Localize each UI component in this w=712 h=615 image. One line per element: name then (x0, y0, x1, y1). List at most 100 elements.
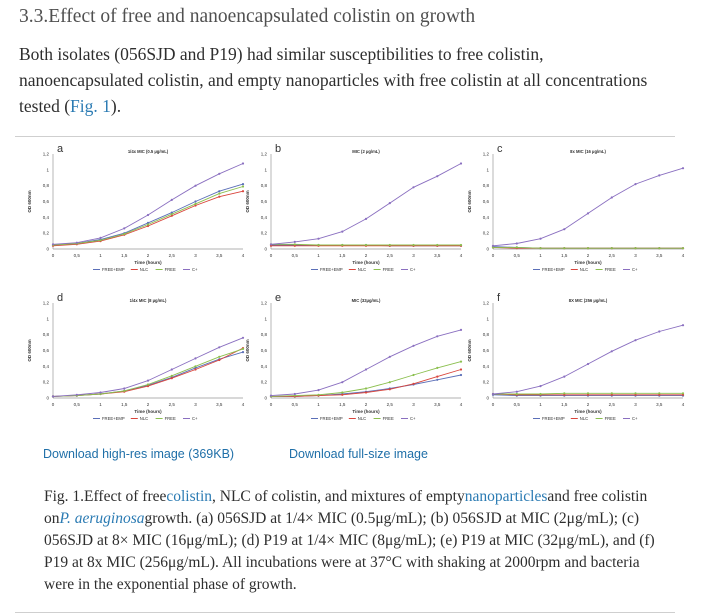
panel-d-series-3-point-7 (218, 346, 221, 349)
panel-a-series-3-point-8 (241, 162, 245, 165)
panel-a-xtick-7: 3,5 (216, 253, 223, 258)
panel-f-legend-3: C+ (632, 416, 638, 421)
intro-text: Both isolates (056SJD and P19) had simil… (19, 44, 648, 116)
download-highres-link[interactable]: Download high-res image (369KB) (43, 447, 235, 461)
panel-b-series-3-point-6 (412, 186, 415, 189)
panel-a-series-3-line (52, 163, 244, 245)
panel-a-series-3-point-0 (51, 243, 55, 246)
panel-c-letter: c (497, 143, 503, 155)
panel-d-ytick-2: 0,4 (43, 364, 50, 369)
figure-1[interactable]: a 1/4x MIC (0.5 µg/mL) 0 0,2 0,4 0,6 0,8 1 1,2 0 0… (15, 138, 690, 438)
panel-d-xtick-0: 0 (52, 402, 55, 407)
panel-e-legend-3: C+ (410, 416, 416, 421)
panel-a-series-3-point-6 (194, 184, 197, 187)
panel-d-letter: d (57, 292, 63, 304)
panel-a-series-1-point-7 (218, 195, 221, 198)
panel-e-series-0-point-7 (436, 378, 439, 381)
panel-f-letter: f (497, 292, 501, 304)
panel-d-xtick-4: 2 (147, 402, 150, 407)
panel-b-series-3-point-7 (436, 175, 439, 178)
panel-c-xtick-4: 2 (587, 253, 590, 258)
panel-e-ytick-0: 0 (264, 396, 267, 401)
panel-b-legend-3: C+ (410, 267, 416, 272)
caption-part-4: growth. (a) 056SJD at 1/4× MIC (0.5μg/mL… (44, 510, 655, 593)
panel-a-series-3-point-7 (218, 172, 221, 175)
panel-c-legend-1: NLC (580, 267, 588, 272)
panel-d-series-0-point-8 (241, 351, 245, 354)
panel-b-series-2-point-8 (459, 243, 463, 247)
caption-link-nanoparticles[interactable]: nanoparticles (464, 488, 548, 505)
panel-d-xtick-6: 3 (194, 402, 197, 407)
panel-d-series-3-point-6 (194, 357, 197, 360)
panel-b-xtick-3: 1,5 (339, 253, 346, 258)
panel-b-series-3-point-1 (293, 240, 296, 243)
panel-f-ylabel: OD 600nm (467, 339, 472, 361)
panel-a-series-2-point-8 (241, 185, 245, 188)
panel-f-ytick-1: 0,2 (483, 380, 490, 385)
panel-e-series-2-point-3 (341, 391, 344, 394)
panel-a-title: 1/4x MIC (0.5 µg/mL) (128, 149, 169, 154)
panel-d-ytick-1: 0,2 (43, 380, 50, 385)
panel-a-series-2-point-6 (194, 202, 197, 205)
top-divider (15, 136, 675, 137)
panel-a-letter: a (57, 143, 64, 155)
caption-link-colistin[interactable]: colistin (166, 488, 213, 505)
panel-b-ytick-6: 1,2 (261, 152, 268, 157)
download-fullsize-link[interactable]: Download full-size image (289, 447, 428, 461)
panel-f-legend-2: FREE (605, 416, 616, 421)
panel-c-series-3-point-1 (515, 242, 518, 245)
panel-b-xtick-6: 3 (412, 253, 415, 258)
panel-e-series-2-point-5 (388, 381, 391, 384)
panel-f-ytick-2: 0,4 (483, 364, 490, 369)
panel-e-ytick-1: 0,2 (261, 380, 268, 385)
panel-e-ytick-5: 1 (264, 316, 267, 321)
panel-c-title: 8x MIC (16 µg/mL) (570, 149, 606, 154)
caption-link-species[interactable]: P. aeruginosa (59, 510, 145, 527)
panel-f-series-3-point-2 (539, 385, 542, 388)
panel-d-series-1-point-6 (194, 368, 197, 371)
panel-a-ytick-2: 0,4 (43, 215, 50, 220)
panel-b-ytick-4: 0,8 (261, 183, 268, 188)
panel-e-series-2-point-2 (317, 393, 320, 396)
panel-e-series-3-point-7 (436, 335, 439, 338)
panel-c-ylabel: OD 600nm (467, 190, 472, 212)
panel-f-series-2-point-6 (634, 392, 637, 395)
panel-d-xtick-3: 1,5 (121, 402, 128, 407)
panel-c-xtick-7: 3,5 (656, 253, 663, 258)
panel-d-series-2-line (52, 348, 244, 397)
panel-b-series-3-point-5 (388, 202, 391, 205)
panel-b-series-3-line (270, 163, 462, 245)
panel-e-xtick-1: 0,5 (292, 402, 299, 407)
panel-c-ytick-6: 1,2 (483, 152, 490, 157)
fig-link[interactable]: Fig. 1 (70, 96, 111, 116)
panel-f-series-2-point-2 (539, 392, 542, 396)
panel-c-series-3-line (492, 167, 684, 247)
panel-b-letter: b (275, 143, 281, 155)
panel-a-series-2-point-7 (218, 192, 221, 195)
panel-a-series-3-point-2 (99, 236, 102, 239)
panel-c-xlabel: Time (hours) (574, 260, 602, 265)
panel-e-xtick-5: 2,5 (387, 402, 394, 407)
panel-c-series-3-point-8 (681, 167, 685, 170)
panel-e-series-0-point-8 (459, 373, 463, 377)
panel-b-xtick-5: 2,5 (387, 253, 394, 258)
caption-part-3: and free colistin on (44, 488, 648, 527)
panel-d-series-1-point-7 (218, 358, 221, 362)
panel-c-ytick-3: 0,6 (483, 199, 490, 204)
panel-d-legend-3: C+ (192, 416, 198, 421)
panel-d-xtick-7: 3,5 (216, 402, 223, 407)
panel-c-series-3-point-5 (610, 196, 613, 199)
panel-b-legend-1: NLC (358, 267, 366, 272)
panel-f-xtick-0: 0 (492, 402, 495, 407)
panel-e-xtick-4: 2 (365, 402, 368, 407)
panel-c-series-3-point-6 (634, 183, 637, 186)
panel-a-ytick-1: 0,2 (43, 231, 50, 236)
panel-d-series-3-point-8 (241, 336, 245, 339)
panel-d-series-3-point-4 (146, 379, 150, 382)
panel-f-legend-1: NLC (580, 416, 588, 421)
panel-c-ytick-4: 0,8 (483, 183, 490, 188)
panel-d-series-3-point-5 (170, 368, 173, 371)
panel-b-series-2-point-2 (317, 243, 320, 247)
panel-d-series-2-point-4 (146, 383, 150, 386)
panel-c-ytick-2: 0,4 (483, 215, 490, 220)
